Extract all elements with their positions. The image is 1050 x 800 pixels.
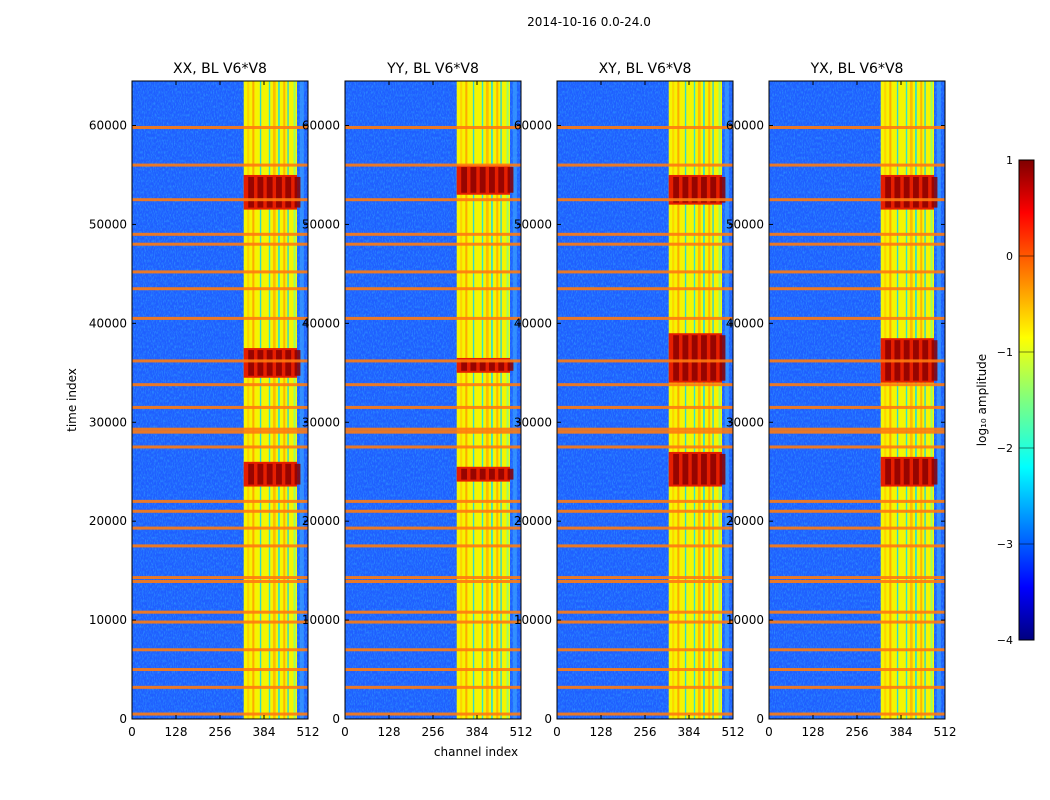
colorbar-tick-label: −1 — [997, 346, 1013, 359]
panel-title: YY, BL V6*V8 — [386, 61, 479, 77]
x-tick-label: 256 — [209, 725, 232, 739]
y-tick-label: 20000 — [514, 514, 552, 528]
panel-title: YX, BL V6*V8 — [810, 61, 904, 77]
colorbar: 1 0 −1 −2 −3 −4 log₁₀ amplitude — [975, 154, 1035, 647]
colorbar-tick-label: −3 — [997, 538, 1013, 551]
y-tick-label: 60000 — [726, 119, 764, 133]
y-tick-label: 30000 — [514, 415, 552, 429]
colorbar-tick-label: 0 — [1006, 250, 1013, 263]
x-axis-label: channel index — [434, 745, 518, 759]
x-tick-label: 128 — [378, 725, 401, 739]
y-tick-label: 0 — [119, 712, 127, 726]
y-tick-label: 40000 — [514, 316, 552, 330]
colorbar-tick-label: −4 — [997, 634, 1013, 647]
colorbar-label: log₁₀ amplitude — [975, 354, 989, 446]
y-axis-label: time index — [65, 368, 79, 432]
y-tick-label: 50000 — [514, 217, 552, 231]
x-tick-label: 256 — [846, 725, 869, 739]
x-tick-label: 384 — [466, 725, 489, 739]
x-tick-label: 384 — [890, 725, 913, 739]
x-tick-label: 384 — [253, 725, 276, 739]
x-tick-label: 512 — [510, 725, 533, 739]
y-tick-label: 0 — [756, 712, 764, 726]
y-tick-label: 60000 — [89, 119, 127, 133]
y-tick-label: 60000 — [514, 119, 552, 133]
colorbar-tick-label: −2 — [997, 442, 1013, 455]
panel-2: XY, BL V6*V8 0 128 256 384 512 0 10000 20000 3000… — [514, 61, 745, 739]
x-tick-label: 0 — [765, 725, 773, 739]
y-tick-label: 20000 — [89, 514, 127, 528]
colorbar-tick-label: 1 — [1006, 154, 1013, 167]
figure-suptitle: 2014-10-16 0.0-24.0 — [527, 15, 651, 29]
heatmap-image — [345, 81, 521, 719]
x-tick-label: 0 — [553, 725, 561, 739]
y-tick-label: 30000 — [726, 415, 764, 429]
x-tick-label: 128 — [590, 725, 613, 739]
heatmap-image — [557, 81, 733, 719]
heatmap-image — [769, 81, 945, 719]
x-tick-label: 128 — [165, 725, 188, 739]
panel-3: YX, BL V6*V8 0 128 256 384 512 0 10000 20000 3000… — [726, 61, 957, 739]
y-tick-label: 60000 — [302, 119, 340, 133]
x-tick-label: 256 — [422, 725, 445, 739]
y-tick-label: 30000 — [89, 415, 127, 429]
y-tick-label: 40000 — [726, 316, 764, 330]
y-tick-label: 10000 — [726, 613, 764, 627]
y-tick-label: 0 — [544, 712, 552, 726]
colorbar-gradient — [1018, 159, 1035, 641]
x-tick-label: 512 — [722, 725, 745, 739]
x-tick-label: 0 — [341, 725, 349, 739]
panel-0: XX, BL V6*V8 0 128 256 384 512 0 10000 20000 3000… — [89, 61, 320, 739]
x-tick-label: 384 — [678, 725, 701, 739]
x-tick-label: 512 — [934, 725, 957, 739]
x-tick-label: 256 — [634, 725, 657, 739]
x-tick-label: 512 — [297, 725, 320, 739]
y-tick-label: 20000 — [726, 514, 764, 528]
y-tick-label: 20000 — [302, 514, 340, 528]
y-tick-label: 40000 — [302, 316, 340, 330]
y-tick-label: 50000 — [89, 217, 127, 231]
y-tick-label: 30000 — [302, 415, 340, 429]
y-tick-label: 40000 — [89, 316, 127, 330]
heatmap-image — [132, 81, 308, 719]
y-tick-label: 50000 — [302, 217, 340, 231]
y-tick-label: 10000 — [514, 613, 552, 627]
panel-1: YY, BL V6*V8 0 128 256 384 512 0 10000 20000 3000… — [302, 61, 533, 739]
y-tick-label: 50000 — [726, 217, 764, 231]
y-tick-label: 0 — [332, 712, 340, 726]
panel-title: XY, BL V6*V8 — [599, 61, 692, 77]
y-tick-label: 10000 — [302, 613, 340, 627]
x-tick-label: 0 — [128, 725, 136, 739]
x-tick-label: 128 — [802, 725, 825, 739]
panel-title: XX, BL V6*V8 — [173, 61, 267, 77]
y-tick-label: 10000 — [89, 613, 127, 627]
